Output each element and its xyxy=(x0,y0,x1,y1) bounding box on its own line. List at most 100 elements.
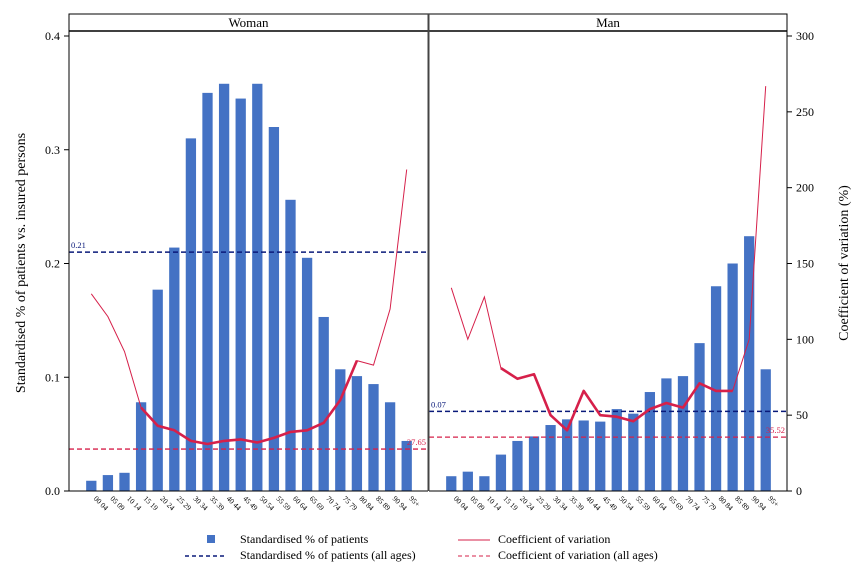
ref-pct-label: 0.07 xyxy=(431,399,446,409)
bar xyxy=(368,384,379,491)
x-tick-label: 65 69 xyxy=(667,494,685,512)
bar xyxy=(384,402,396,491)
y-right-tick-label: 300 xyxy=(796,29,814,43)
x-tick-label: 95+ xyxy=(407,494,422,509)
bar xyxy=(318,316,329,491)
x-tick-label: 80 84 xyxy=(357,494,375,512)
x-tick-label: 10 14 xyxy=(125,494,143,512)
x-tick-label: 75 79 xyxy=(700,494,718,512)
bar xyxy=(628,413,639,491)
bar xyxy=(86,480,97,491)
legend-bar-label: Standardised % of patients xyxy=(240,532,369,546)
bar xyxy=(135,402,147,491)
bar xyxy=(595,421,606,491)
cv-line-bold xyxy=(500,367,733,432)
left-axis-label: Standardised % of patients vs. insured p… xyxy=(14,133,29,393)
y-left-tick-label: 0.2 xyxy=(45,257,60,271)
x-tick-label: 30 34 xyxy=(191,494,209,512)
x-tick-label: 70 74 xyxy=(324,494,342,512)
legend-cv-label: Coefficient of variation xyxy=(498,532,610,546)
bar xyxy=(710,286,722,491)
x-tick-label: 50 54 xyxy=(617,494,635,512)
bar xyxy=(677,376,689,491)
ref-cv-label: 35.52 xyxy=(766,425,785,435)
bar xyxy=(351,376,363,491)
bar xyxy=(152,289,163,491)
cv-line-bold xyxy=(140,360,359,446)
y-right-tick-label: 50 xyxy=(796,408,808,422)
x-tick-label: 20 24 xyxy=(158,494,176,512)
x-tick-label: 35 39 xyxy=(208,494,226,512)
legend-ref-cv-label: Coefficient of variation (all ages) xyxy=(498,548,658,562)
legend-bar-swatch xyxy=(207,535,215,543)
x-tick-label: 95+ xyxy=(766,494,781,509)
legend-ref-pct-label: Standardised % of patients (all ages) xyxy=(240,548,416,562)
x-tick-label: 65 69 xyxy=(308,494,326,512)
bar xyxy=(202,92,213,491)
x-tick-label: 60 64 xyxy=(291,494,309,512)
bar xyxy=(644,392,656,491)
bar xyxy=(185,138,197,491)
bar xyxy=(694,343,705,491)
x-tick-label: 30 34 xyxy=(551,494,569,512)
x-tick-label: 40 44 xyxy=(584,494,602,512)
bar xyxy=(268,127,280,491)
bar xyxy=(119,472,130,491)
bar xyxy=(462,471,473,491)
x-tick-label: 10 14 xyxy=(485,494,503,512)
x-tick-label: 05 09 xyxy=(108,494,126,512)
x-tick-label: 90 94 xyxy=(391,494,409,512)
x-tick-label: 05 09 xyxy=(468,494,486,512)
x-tick-label: 50 54 xyxy=(258,494,276,512)
bar xyxy=(446,476,457,491)
bar xyxy=(528,436,540,491)
bar xyxy=(744,236,755,491)
y-left-tick-label: 0.1 xyxy=(45,370,60,384)
panel-title: Woman xyxy=(228,15,269,30)
x-tick-label: 60 64 xyxy=(650,494,668,512)
x-tick-label: 85 89 xyxy=(374,494,392,512)
bar xyxy=(727,263,738,491)
bar xyxy=(335,369,346,491)
x-tick-label: 00 04 xyxy=(452,494,470,512)
panel-title: Man xyxy=(596,15,620,30)
ref-pct-label: 0.21 xyxy=(71,240,86,250)
bar xyxy=(252,83,263,492)
y-right-tick-label: 0 xyxy=(796,484,802,498)
y-left-tick-label: 0.0 xyxy=(45,484,60,498)
bar xyxy=(218,83,230,492)
bar xyxy=(102,475,114,491)
bar xyxy=(401,440,412,491)
x-tick-label: 00 04 xyxy=(92,494,110,512)
x-tick-label: 35 39 xyxy=(568,494,586,512)
y-left-tick-label: 0.3 xyxy=(45,143,60,157)
ref-cv-label: 27.65 xyxy=(407,437,426,447)
x-tick-label: 90 94 xyxy=(750,494,768,512)
x-tick-label: 20 24 xyxy=(518,494,536,512)
x-tick-label: 15 19 xyxy=(142,494,160,512)
x-tick-label: 75 79 xyxy=(341,494,359,512)
x-tick-label: 45 49 xyxy=(601,494,619,512)
x-tick-label: 15 19 xyxy=(502,494,520,512)
x-tick-label: 40 44 xyxy=(225,494,243,512)
bar xyxy=(169,247,180,491)
bar xyxy=(661,378,672,491)
y-right-tick-label: 100 xyxy=(796,332,814,346)
bar xyxy=(285,199,296,492)
bar xyxy=(512,440,523,491)
y-right-tick-label: 250 xyxy=(796,105,814,119)
y-left-tick-label: 0.4 xyxy=(45,29,60,43)
x-tick-label: 70 74 xyxy=(684,494,702,512)
bar xyxy=(578,420,589,491)
x-tick-label: 25 29 xyxy=(535,494,553,512)
bar xyxy=(479,476,490,491)
x-tick-label: 55 59 xyxy=(634,494,652,512)
bar xyxy=(611,409,622,491)
right-axis-label: Coefficient of variation (%) xyxy=(837,185,852,341)
x-tick-label: 45 49 xyxy=(241,494,259,512)
y-right-tick-label: 150 xyxy=(796,257,814,271)
x-tick-label: 25 29 xyxy=(175,494,193,512)
bar xyxy=(760,369,771,491)
